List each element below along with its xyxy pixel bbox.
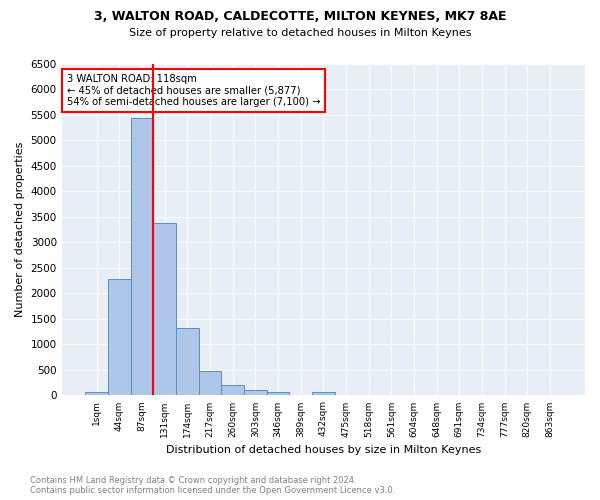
Text: Size of property relative to detached houses in Milton Keynes: Size of property relative to detached ho…	[129, 28, 471, 38]
Bar	[199, 372, 221, 396]
Bar	[266, 392, 289, 396]
Bar	[221, 385, 244, 396]
Bar	[154, 223, 176, 396]
Text: Contains HM Land Registry data © Crown copyright and database right 2024.
Contai: Contains HM Land Registry data © Crown c…	[30, 476, 395, 495]
X-axis label: Distribution of detached houses by size in Milton Keynes: Distribution of detached houses by size …	[166, 445, 481, 455]
Bar	[131, 118, 154, 396]
Text: 3 WALTON ROAD: 118sqm
← 45% of detached houses are smaller (5,877)
54% of semi-d: 3 WALTON ROAD: 118sqm ← 45% of detached …	[67, 74, 320, 107]
Bar	[312, 392, 335, 396]
Bar	[176, 328, 199, 396]
Bar	[85, 392, 108, 396]
Bar	[244, 390, 266, 396]
Bar	[108, 279, 131, 396]
Y-axis label: Number of detached properties: Number of detached properties	[15, 142, 25, 318]
Text: 3, WALTON ROAD, CALDECOTTE, MILTON KEYNES, MK7 8AE: 3, WALTON ROAD, CALDECOTTE, MILTON KEYNE…	[94, 10, 506, 23]
